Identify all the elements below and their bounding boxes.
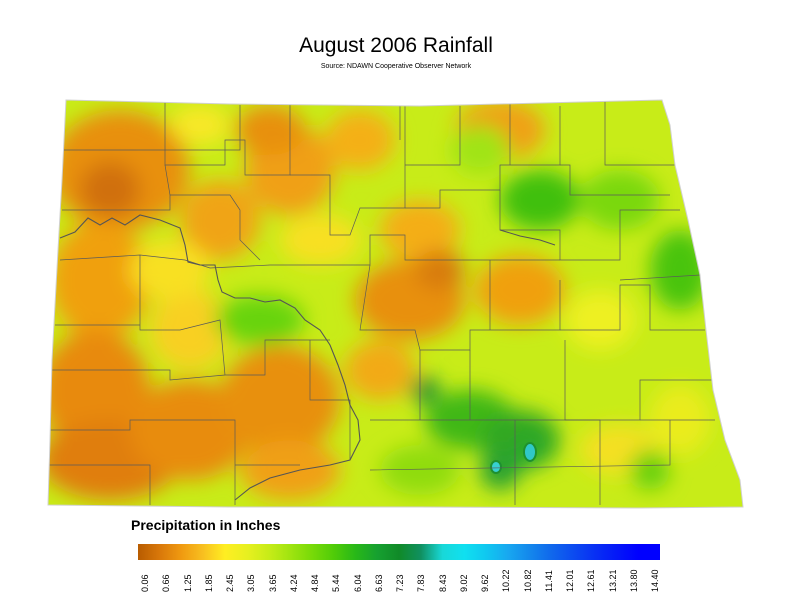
legend-tick-label: 13.21 bbox=[608, 562, 618, 598]
tick-text: 3.65 bbox=[267, 574, 278, 592]
tick-text: 0.06 bbox=[140, 574, 150, 592]
tick-text: 1.25 bbox=[182, 574, 193, 592]
tick-text: 12.61 bbox=[586, 569, 597, 592]
map-subtitle: Source: NDAWN Cooperative Observer Netwo… bbox=[320, 63, 472, 70]
color-bar bbox=[138, 544, 660, 560]
legend-tick-label: 9.62 bbox=[480, 562, 490, 598]
county-boundaries bbox=[48, 101, 715, 505]
legend-tick-label: 7.83 bbox=[416, 562, 426, 598]
legend-tick-label: 10.82 bbox=[523, 562, 533, 598]
peak-rainfall-spot bbox=[523, 442, 537, 462]
legend-tick-label: 4.24 bbox=[289, 562, 299, 598]
legend-tick-label: 12.61 bbox=[586, 562, 596, 598]
tick-text: 7.83 bbox=[416, 574, 427, 592]
tick-text: 11.41 bbox=[543, 570, 554, 592]
tick-text: 4.24 bbox=[288, 574, 299, 592]
legend-tick-label: 8.43 bbox=[438, 562, 448, 598]
legend-title: Precipitation in Inches bbox=[131, 517, 281, 533]
tick-text: 12.01 bbox=[565, 569, 575, 592]
legend-tick-label: 6.04 bbox=[353, 562, 363, 598]
tick-text: 6.04 bbox=[352, 574, 363, 592]
tick-text: 9.62 bbox=[480, 574, 490, 592]
tick-text: 5.44 bbox=[331, 574, 342, 592]
tick-text: 13.21 bbox=[607, 569, 618, 592]
tick-text: 13.80 bbox=[628, 569, 639, 592]
tick-text: 6.63 bbox=[373, 574, 384, 592]
legend-tick-label: 4.84 bbox=[310, 562, 320, 598]
legend-tick-label: 1.25 bbox=[183, 562, 193, 598]
tick-text: 10.82 bbox=[522, 569, 533, 592]
peak-rainfall-spot bbox=[490, 460, 502, 474]
tick-text: 0.66 bbox=[161, 574, 172, 592]
rainfall-surface bbox=[48, 100, 743, 508]
state-outline bbox=[47, 99, 744, 509]
tick-text: 9.02 bbox=[458, 574, 469, 592]
legend-tick-label: 13.80 bbox=[629, 562, 639, 598]
legend-tick-label: 0.66 bbox=[161, 562, 171, 598]
missouri-river bbox=[59, 214, 361, 501]
tick-text: 3.05 bbox=[246, 574, 257, 592]
legend-tick-label: 2.45 bbox=[225, 562, 235, 598]
legend-tick-label: 3.65 bbox=[268, 562, 278, 598]
tick-text: 7.23 bbox=[395, 574, 405, 592]
legend-ticks: 0.06 0.66 1.25 1.85 2.45 3.05 3.65 4.24 4.84 5.44… bbox=[138, 562, 660, 602]
legend-tick-label: 14.40 bbox=[650, 562, 660, 598]
legend-tick-label: 5.44 bbox=[331, 562, 341, 598]
tick-text: 1.85 bbox=[203, 574, 214, 592]
legend-tick-label: 1.85 bbox=[204, 562, 214, 598]
tick-text: 10.22 bbox=[501, 569, 512, 592]
tick-text: 2.45 bbox=[225, 574, 235, 592]
legend-tick-label: 0.06 bbox=[140, 562, 150, 598]
tick-text: 4.84 bbox=[310, 574, 320, 592]
legend-tick-label: 12.01 bbox=[565, 562, 575, 598]
legend-tick-label: 7.23 bbox=[395, 562, 405, 598]
map-title: August 2006 Rainfall bbox=[299, 34, 493, 57]
legend-tick-label: 9.02 bbox=[459, 562, 469, 598]
legend-tick-label: 10.22 bbox=[501, 562, 511, 598]
rainfall-blobs bbox=[48, 100, 710, 500]
legend-tick-label: 6.63 bbox=[374, 562, 384, 598]
lake-outline bbox=[499, 229, 556, 246]
tick-text: 8.43 bbox=[437, 574, 448, 592]
legend-tick-label: 3.05 bbox=[246, 562, 256, 598]
tick-text: 14.40 bbox=[650, 569, 660, 592]
legend-tick-label: 11.41 bbox=[544, 562, 554, 598]
